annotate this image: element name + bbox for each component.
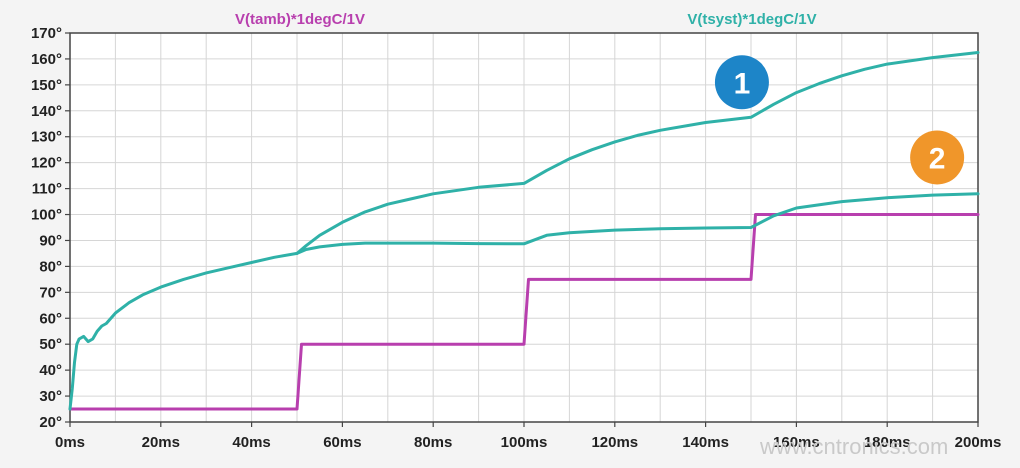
series-line-2-part-2 [295, 51, 980, 255]
y-tick-label: 30° [39, 388, 62, 405]
grid [70, 33, 978, 422]
y-tick-label: 130° [31, 129, 62, 146]
y-tick-label: 160° [31, 51, 62, 68]
series-line-2-part-1 [68, 251, 299, 411]
y-tick-label: 140° [31, 103, 62, 120]
x-tick-label: 160ms [773, 434, 820, 451]
y-tick-label: 60° [39, 310, 62, 327]
legend-label-2: V(tsyst)*1degC/1V [687, 11, 816, 28]
watermark-text: www.cntronics.com [759, 434, 948, 459]
y-tick-label: 20° [39, 414, 62, 431]
series-line-2-part-3 [295, 192, 980, 255]
x-tick-label: 40ms [232, 434, 270, 451]
legend: V(tamb)*1degC/1V V(tsyst)*1degC/1V [235, 11, 817, 28]
y-tick-label: 90° [39, 232, 62, 249]
y-tick-label: 80° [39, 258, 62, 275]
badge-circle-1 [714, 55, 769, 110]
badge-number-1: 1 [734, 67, 751, 100]
x-tick-label: 60ms [323, 434, 361, 451]
legend-label-1: V(tamb)*1degC/1V [235, 11, 365, 28]
y-tick-label: 120° [31, 155, 62, 172]
x-tick-label: 200ms [955, 434, 1002, 451]
x-tick-label: 120ms [591, 434, 638, 451]
y-tick-label: 70° [39, 284, 62, 301]
badge-circle-2 [910, 130, 965, 185]
y-tick-label: 110° [32, 181, 62, 198]
series [68, 51, 980, 411]
x-tick-label: 140ms [682, 434, 729, 451]
annotations: 12 [714, 55, 965, 185]
x-tick-label: 180ms [864, 434, 911, 451]
y-tick-label: 50° [39, 336, 62, 353]
y-tick-label: 170° [31, 25, 62, 42]
y-tick-label: 40° [39, 362, 62, 379]
badge-number-2: 2 [929, 142, 946, 175]
x-tick-label: 0ms [55, 434, 85, 451]
y-tick-label: 150° [31, 77, 62, 94]
x-tick-label: 20ms [142, 434, 180, 451]
y-tick-label: 100° [31, 207, 62, 224]
x-tick-label: 100ms [501, 434, 548, 451]
x-tick-label: 80ms [414, 434, 452, 451]
axes: 20° 30° 40° 50° 60° 70° 80° 90° 100° 110° 120° 130°… [31, 25, 1001, 451]
